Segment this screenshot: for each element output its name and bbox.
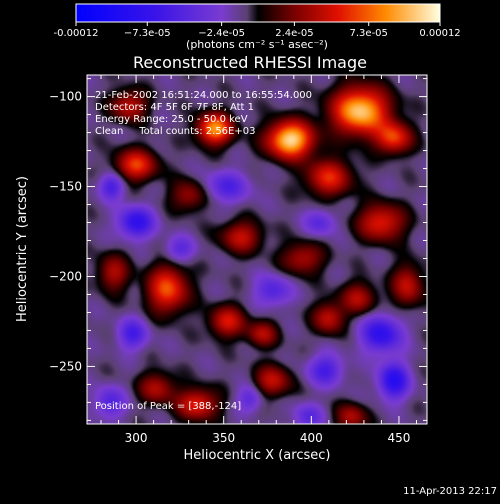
peak-position-label: Position of Peak = [388,-124] [95,401,241,412]
x-tick-label: 350 [212,431,235,445]
colorbar-tick-label: 7.3e-05 [350,28,388,39]
colorbar-tick-label: −2.4e-05 [198,28,245,39]
y-axis: −100 −150 −200 −250 [49,78,427,421]
chart-title: Reconstructed RHESSI Image [133,53,367,72]
colorbar-ticks: -0.00012 −7.3e-05 −2.4e-05 2.4e-05 7.3e-05 0.… [54,22,461,39]
timestamp: 11-Apr-2013 22:17 [403,486,497,497]
colorbar-tick-label: −7.3e-05 [124,28,171,39]
colorbar-tick-label: -0.00012 [54,28,99,39]
annotation-clean-counts: Clean Total counts: 2.56E+03 [95,126,255,137]
y-tick-label: −150 [49,180,82,194]
plot-frame [86,74,428,425]
annotation-time-range: 21-Feb-2002 16:51:24.000 to 16:55:54.000 [95,90,312,101]
y-tick-label: −250 [49,359,82,373]
colorbar-tick-label: 2.4e-05 [275,28,313,39]
x-tick-label: 400 [300,431,323,445]
x-axis-label: Heliocentric X (arcsec) [184,448,331,463]
annotation-energy-range: Energy Range: 25.0 - 50.0 keV [95,114,248,125]
x-tick-label: 300 [125,431,148,445]
colorbar-tick-label: 0.00012 [419,28,460,39]
x-tick-label: 450 [388,431,411,445]
y-tick-label: −100 [49,90,82,104]
colorbar [75,3,441,23]
x-axis: 300 350 400 450 [100,75,417,445]
annotation-detectors: Detectors: 4F 5F 6F 7F 8F, Att 1 [95,102,254,113]
y-axis-label: Heliocentric Y (arcsec) [15,176,30,322]
colorbar-unit-label: (photons cm⁻² s⁻¹ asec⁻²) [186,38,328,51]
y-tick-label: −200 [49,269,82,283]
heatmap-image [87,75,427,424]
